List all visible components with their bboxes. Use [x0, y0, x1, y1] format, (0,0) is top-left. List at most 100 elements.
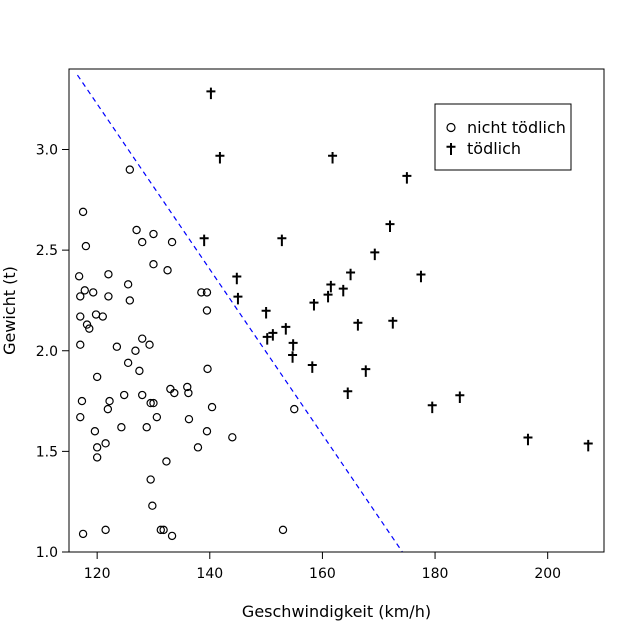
legend-circle-marker — [446, 122, 456, 133]
data-point-nicht-toedlich — [170, 388, 179, 398]
data-point-toedlich — [307, 361, 317, 373]
data-point-nicht-toedlich — [101, 525, 110, 535]
data-point-nicht-toedlich — [184, 388, 193, 398]
data-point-nicht-toedlich — [101, 439, 110, 448]
data-point-nicht-toedlich — [149, 229, 158, 239]
data-point-toedlich — [370, 248, 380, 261]
data-point-nicht-toedlich — [132, 225, 141, 235]
data-point-toedlich — [402, 172, 412, 184]
legend: nicht tödlich tödlich — [434, 103, 572, 171]
y-axis: 1.0 1.5 2.0 2.5 3.0 — [36, 143, 69, 561]
data-point-nicht-toedlich — [78, 207, 88, 217]
data-point-nicht-toedlich — [167, 531, 177, 541]
data-point-nicht-toedlich — [77, 396, 87, 406]
y-axis-label: Gewicht (t) — [0, 266, 19, 355]
x-tick-label: 200 — [534, 566, 561, 582]
data-point-nicht-toedlich — [81, 241, 91, 251]
data-point-toedlich — [323, 290, 333, 303]
data-point-nicht-toedlich — [167, 237, 177, 247]
data-point-nicht-toedlich — [112, 342, 122, 351]
data-point-nicht-toedlich — [92, 372, 102, 382]
data-point-nicht-toedlich — [90, 427, 100, 436]
data-point-nicht-toedlich — [290, 404, 299, 414]
data-point-nicht-toedlich — [142, 423, 151, 432]
data-point-nicht-toedlich — [278, 525, 288, 535]
data-point-nicht-toedlich — [92, 443, 102, 452]
data-point-toedlich — [199, 234, 209, 247]
y-tick-label: 2.5 — [36, 243, 58, 259]
data-point-toedlich — [281, 323, 291, 335]
data-point-nicht-toedlich — [149, 398, 158, 408]
data-point-nicht-toedlich — [76, 412, 85, 422]
x-tick-label: 140 — [196, 566, 223, 582]
data-point-toedlich — [583, 439, 593, 452]
data-point-nicht-toedlich — [125, 165, 135, 174]
data-point-nicht-toedlich — [146, 475, 155, 484]
data-point-toedlich — [288, 351, 298, 363]
x-tick-label: 180 — [422, 566, 449, 582]
data-point-nicht-toedlich — [149, 260, 158, 269]
data-point-toedlich — [215, 152, 225, 164]
data-point-toedlich — [338, 284, 348, 297]
data-point-nicht-toedlich — [207, 402, 217, 412]
data-point-toedlich — [346, 268, 356, 281]
data-point-nicht-toedlich — [156, 525, 165, 535]
data-point-nicht-toedlich — [135, 366, 144, 376]
data-point-toedlich — [388, 317, 398, 329]
data-point-nicht-toedlich — [146, 398, 155, 408]
data-point-toedlich — [233, 292, 243, 305]
data-point-nicht-toedlich — [138, 390, 147, 400]
data-point-nicht-toedlich — [104, 292, 113, 301]
data-point-toedlich — [262, 333, 272, 345]
data-point-nicht-toedlich — [203, 364, 212, 374]
data-point-nicht-toedlich — [76, 312, 85, 321]
data-point-toedlich — [206, 87, 216, 100]
data-point-toedlich — [268, 329, 278, 341]
x-axis-label: Geschwindigkeit (km/h) — [242, 602, 431, 621]
x-axis: 120 140 160 180 200 — [84, 552, 561, 582]
data-point-nicht-toedlich — [183, 382, 192, 392]
data-point-nicht-toedlich — [131, 346, 140, 355]
legend-dagger-marker — [446, 143, 456, 155]
data-point-nicht-toedlich — [76, 340, 85, 349]
data-point-nicht-toedlich — [105, 396, 114, 406]
legend-box — [434, 103, 572, 171]
data-point-nicht-toedlich — [202, 288, 212, 297]
data-point-toedlich — [328, 152, 338, 164]
data-point-nicht-toedlich — [104, 270, 113, 279]
data-point-nicht-toedlich — [89, 288, 98, 297]
data-point-toedlich — [288, 339, 298, 351]
data-point-toedlich — [261, 307, 271, 319]
data-point-toedlich — [232, 272, 242, 285]
data-point-toedlich — [455, 391, 465, 404]
data-point-nicht-toedlich — [138, 237, 147, 247]
data-point-nicht-toedlich — [76, 292, 85, 301]
data-point-nicht-toedlich — [82, 320, 92, 329]
decision-boundary-line — [76, 74, 403, 552]
y-tick-label: 3.0 — [36, 143, 58, 159]
data-point-nicht-toedlich — [92, 453, 102, 462]
data-point-toedlich — [343, 387, 353, 400]
data-point-toedlich — [523, 433, 533, 446]
data-point-nicht-toedlich — [117, 423, 126, 432]
data-point-toedlich — [361, 365, 371, 377]
plot-frame — [68, 68, 605, 553]
data-point-nicht-toedlich — [197, 288, 206, 297]
data-point-toedlich — [427, 401, 437, 414]
data-point-toedlich — [385, 220, 395, 232]
data-point-nicht-toedlich — [202, 306, 212, 315]
data-point-nicht-toedlich — [123, 280, 133, 289]
x-tick-label: 160 — [309, 566, 336, 582]
data-point-nicht-toedlich — [103, 404, 113, 414]
data-point-toedlich — [277, 234, 287, 247]
data-point-toedlich — [309, 298, 319, 311]
data-point-nicht-toedlich — [228, 433, 237, 442]
data-point-nicht-toedlich — [152, 412, 162, 422]
data-point-nicht-toedlich — [163, 266, 172, 275]
data-point-nicht-toedlich — [202, 427, 212, 436]
x-tick-label: 120 — [84, 566, 111, 582]
data-point-nicht-toedlich — [159, 525, 168, 535]
data-point-toedlich — [416, 270, 426, 283]
data-point-nicht-toedlich — [125, 296, 135, 305]
